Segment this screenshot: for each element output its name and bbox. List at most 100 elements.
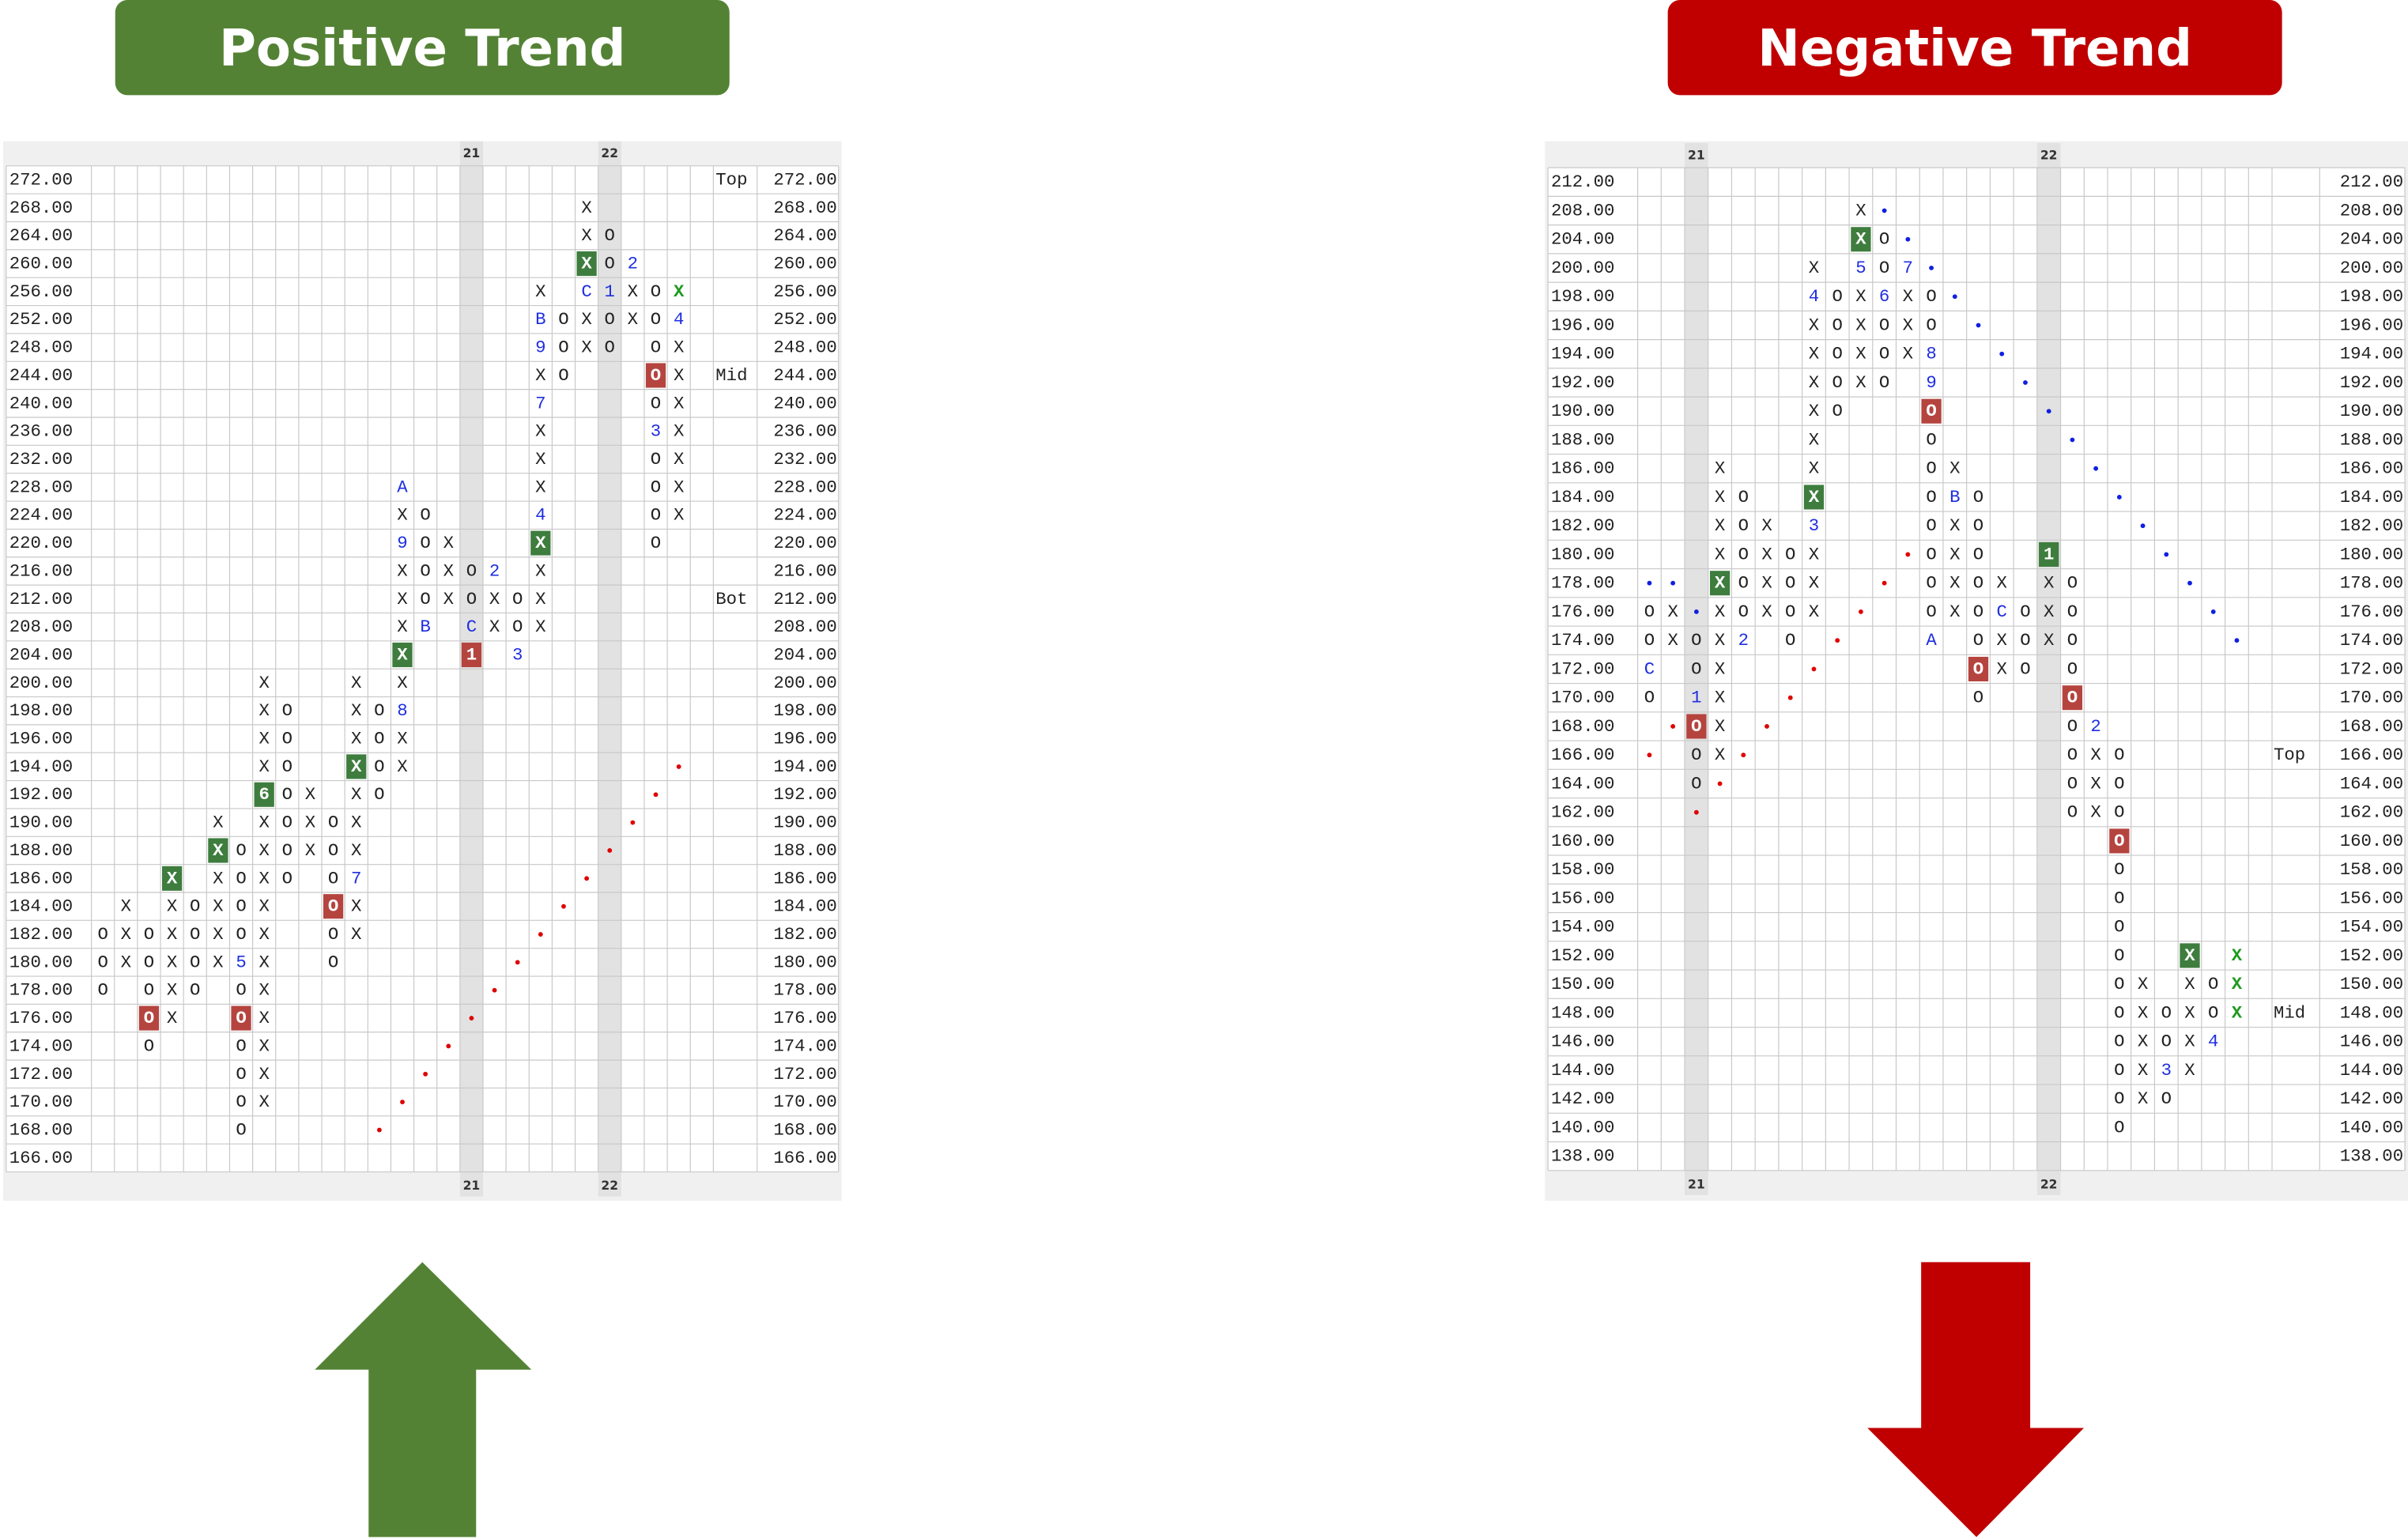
trend-dot (584, 876, 590, 881)
price-label: 260.00 (773, 254, 836, 274)
signal-box (138, 1005, 160, 1031)
pf-box: O (1926, 286, 1936, 307)
month-marker: 6 (1879, 286, 1889, 307)
trend-dot (423, 1071, 428, 1077)
pf-box: O (1926, 458, 1936, 479)
price-label: 220.00 (9, 533, 73, 553)
pf-box: O (1832, 344, 1842, 364)
price-label: 256.00 (9, 281, 73, 302)
pf-box: X (535, 365, 545, 386)
price-label: 196.00 (773, 729, 836, 749)
pf-box: X (535, 449, 545, 470)
pf-box: O (512, 589, 523, 609)
month-marker: 4 (674, 309, 684, 330)
pf-box: O (651, 309, 661, 330)
pf-box: O (282, 729, 293, 749)
price-label: 184.00 (2340, 487, 2403, 507)
price-label: 184.00 (773, 896, 836, 917)
pf-box: O (651, 477, 661, 497)
trend-dot (1741, 753, 1746, 758)
pf-box: X (1809, 429, 1819, 450)
pf-box: O (1644, 630, 1655, 651)
level-note: Bot (715, 589, 747, 609)
pf-box: O (2161, 1002, 2172, 1023)
month-marker: 5 (236, 952, 246, 972)
price-label: 216.00 (9, 560, 73, 581)
level-note: Top (2274, 745, 2305, 765)
price-label: 190.00 (2340, 401, 2403, 421)
positive-banner (115, 0, 730, 96)
signal-box (346, 754, 367, 779)
month-marker: 8 (397, 700, 407, 721)
price-label: 208.00 (9, 617, 73, 637)
pf-box: X (305, 813, 315, 833)
pf-box: O (1973, 573, 1983, 594)
trend-dot (2234, 638, 2240, 643)
signal-box (323, 894, 344, 919)
pf-box: O (1832, 401, 1842, 421)
pf-box: O (1926, 544, 1936, 564)
price-label: 176.00 (773, 1008, 836, 1028)
trend-dot (1976, 323, 1981, 328)
month-marker: A (397, 477, 408, 497)
pf-box: X (397, 589, 407, 609)
pf-box: O (236, 896, 246, 917)
pf-box: O (1973, 487, 1983, 507)
trend-dot (2093, 466, 2099, 471)
pf-box: X (581, 338, 591, 358)
price-label: 220.00 (773, 533, 836, 553)
price-label: 146.00 (2340, 1032, 2403, 1052)
trend-dot (1859, 609, 1863, 614)
pf-box: O (1926, 315, 1936, 335)
pf-box: X (351, 840, 361, 861)
trend-dot (653, 792, 659, 798)
pf-box: X (535, 281, 545, 302)
pf-box: X (2138, 1088, 2148, 1109)
price-label: 188.00 (1551, 429, 1614, 450)
price-label: 148.00 (2340, 1002, 2403, 1023)
signal-box (576, 251, 597, 277)
price-label: 188.00 (9, 840, 73, 861)
year-label: 22 (2040, 1177, 2058, 1191)
pf-box: O (1691, 658, 1701, 679)
pf-box: O (98, 952, 108, 972)
pf-box: X (1949, 458, 1960, 479)
pf-box: O (420, 533, 430, 553)
pf-box: O (466, 560, 477, 581)
price-label: 200.00 (1551, 258, 1614, 278)
price-label: 160.00 (2340, 831, 2403, 851)
signal-box (254, 782, 274, 807)
price-label: 194.00 (773, 756, 836, 777)
month-marker: 5 (1855, 258, 1866, 278)
price-label: 252.00 (9, 309, 73, 330)
trend-dot (1764, 724, 1769, 729)
price-label: 272.00 (9, 169, 73, 190)
trend-dot (446, 1043, 451, 1049)
signal-box (208, 838, 228, 863)
price-label: 156.00 (1551, 888, 1614, 908)
price-label: 212.00 (773, 589, 836, 609)
pf-box: O (2020, 658, 2030, 679)
month-marker: A (1926, 630, 1937, 651)
pf-box: O (1738, 573, 1749, 594)
pf-box: O (1832, 286, 1842, 307)
pf-box: X (535, 589, 545, 609)
price-label: 154.00 (1551, 917, 1614, 937)
price-label: 146.00 (1551, 1032, 1614, 1052)
trend-dot (1811, 666, 1817, 672)
pf-box: O (2067, 773, 2078, 794)
price-label: 160.00 (1551, 831, 1614, 851)
pf-box: O (512, 617, 523, 637)
pf-box: X (121, 952, 131, 972)
month-marker: 9 (397, 533, 407, 553)
price-label: 264.00 (773, 225, 836, 246)
pf-box: X (259, 1035, 269, 1056)
month-marker: 1 (1691, 688, 1701, 708)
pf-box: X (1855, 200, 1866, 221)
pf-box: X (397, 617, 407, 637)
pf-box: X (2184, 1002, 2195, 1023)
pf-box: X (1949, 573, 1960, 594)
pf-box: O (236, 1092, 246, 1112)
pf-box: X (259, 896, 269, 917)
trend-dot (1693, 809, 1699, 815)
